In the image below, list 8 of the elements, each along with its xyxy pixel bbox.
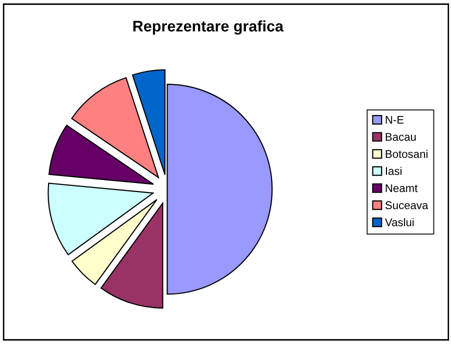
legend-label: Bacau <box>386 133 416 141</box>
legend-label: Neamt <box>386 184 418 192</box>
legend-label: Suceava <box>385 201 428 210</box>
legend-label: Botosani <box>386 150 428 158</box>
legend-label: Vaslui <box>384 218 414 226</box>
legend-label: Iasi <box>386 166 402 176</box>
legend-label: N-E <box>386 116 404 124</box>
chart-title: Reprezentare grafica <box>133 20 284 35</box>
